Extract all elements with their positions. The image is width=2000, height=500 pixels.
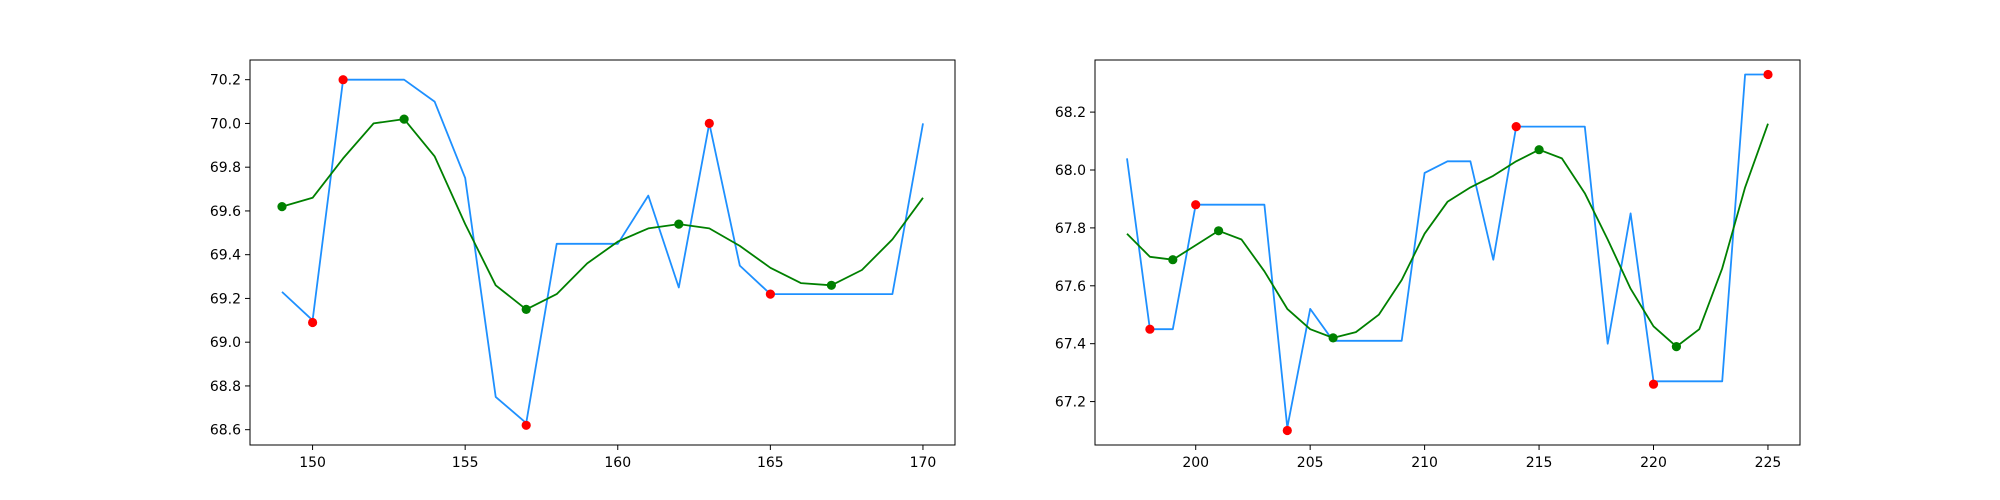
left-chart-y-tick-label: 70.0: [210, 116, 241, 132]
right-chart-y-tick-label: 67.2: [1055, 395, 1086, 411]
right-chart-x-tick-label: 225: [1755, 455, 1782, 471]
right-chart-x-tick-label: 205: [1297, 455, 1324, 471]
right-chart-panel: 200 205 210 215 220 225 67.267.467.667.868.06…: [1055, 59, 1801, 471]
right-chart-raw-extrema-point: [1145, 324, 1155, 334]
right-chart-raw-extrema-point: [1511, 122, 1521, 132]
left-chart-y-ticks: 68.6 68.8 69.0 69.2 69.4 69.6 69.8 70.0 70.2: [210, 73, 250, 439]
left-chart-y-tick-label: 68.8: [210, 379, 241, 395]
left-chart-y-tick-label: 68.6: [210, 423, 241, 439]
right-chart-x-tick-label: 210: [1411, 455, 1438, 471]
left-chart-panel: 150 155 160 165 170 68.6 68.8 69.0 69.2 69.4 69.6…: [210, 59, 956, 471]
left-chart-y-tick-label: 69.0: [210, 335, 241, 351]
right-chart-y-tick-label: 67.6: [1055, 279, 1086, 295]
right-chart-axes-frame: [1094, 59, 1801, 446]
left-chart-y-tick-label: 69.6: [210, 204, 241, 220]
right-chart-raw-line: [1126, 73, 1768, 429]
left-chart-x-tick-label: 165: [757, 455, 784, 471]
right-chart-y-ticks: 67.2 67.4 67.6 67.8 68.0 68.2: [1055, 105, 1095, 411]
left-chart-raw-extrema-point: [765, 289, 776, 299]
left-chart-raw-extrema-point: [521, 420, 531, 430]
right-chart-x-tick-label: 200: [1182, 455, 1209, 471]
left-chart-smoothed-extrema-point: [277, 202, 287, 212]
left-chart-y-tick-label: 69.2: [210, 291, 241, 307]
right-chart-y-tick-label: 67.8: [1055, 221, 1086, 237]
left-chart-smoothed-extrema-point: [674, 219, 684, 229]
left-chart-axes-frame: [249, 59, 956, 446]
right-chart-x-tick-label: 220: [1640, 455, 1667, 471]
right-chart-smoothed-extrema-point: [1328, 333, 1338, 343]
left-chart-lines: [281, 78, 924, 425]
right-chart-markers: [1145, 69, 1773, 436]
right-chart-lines: [1126, 73, 1769, 429]
right-chart-y-tick-label: 67.4: [1055, 337, 1086, 353]
left-chart-x-tick-label: 150: [299, 455, 326, 471]
right-chart-raw-extrema-point: [1191, 200, 1201, 210]
right-chart-raw-extrema-point: [1763, 69, 1773, 80]
right-chart-smoothed-extrema-point: [1214, 226, 1224, 236]
right-chart-y-tick-label: 68.2: [1055, 105, 1086, 121]
left-chart-x-tick-label: 160: [604, 455, 631, 471]
right-chart-raw-extrema-point: [1282, 425, 1292, 436]
right-chart-x-ticks: 200 205 210 215 220 225: [1182, 445, 1781, 471]
right-chart-smoothed-extrema-point: [1168, 255, 1178, 265]
left-chart-markers: [277, 75, 837, 430]
right-chart-x-tick-label: 215: [1526, 455, 1553, 471]
left-chart-x-tick-label: 155: [452, 455, 479, 471]
left-chart-raw-extrema-point: [338, 75, 348, 85]
left-chart-raw-extrema-point: [704, 118, 714, 128]
left-chart-x-tick-label: 170: [910, 455, 937, 471]
left-chart-smoothed-extrema-point: [399, 114, 409, 124]
right-chart-smoothed-extrema-point: [1534, 145, 1544, 155]
left-chart-smoothed-line: [281, 118, 924, 311]
left-chart-y-tick-label: 70.2: [210, 73, 241, 89]
left-chart-y-tick-label: 69.4: [210, 248, 241, 264]
right-chart-y-tick-label: 68.0: [1055, 163, 1086, 179]
left-chart-smoothed-extrema-point: [826, 280, 837, 290]
left-chart-raw-line: [281, 78, 924, 425]
left-chart-y-tick-label: 69.8: [210, 160, 241, 176]
right-chart-raw-extrema-point: [1648, 379, 1659, 389]
right-chart-smoothed-extrema-point: [1671, 342, 1681, 352]
left-chart-smoothed-extrema-point: [521, 304, 531, 314]
right-chart-smoothed-line: [1126, 123, 1769, 348]
left-chart-x-ticks: 150 155 160 165 170: [299, 445, 936, 471]
left-chart-raw-extrema-point: [308, 317, 318, 328]
